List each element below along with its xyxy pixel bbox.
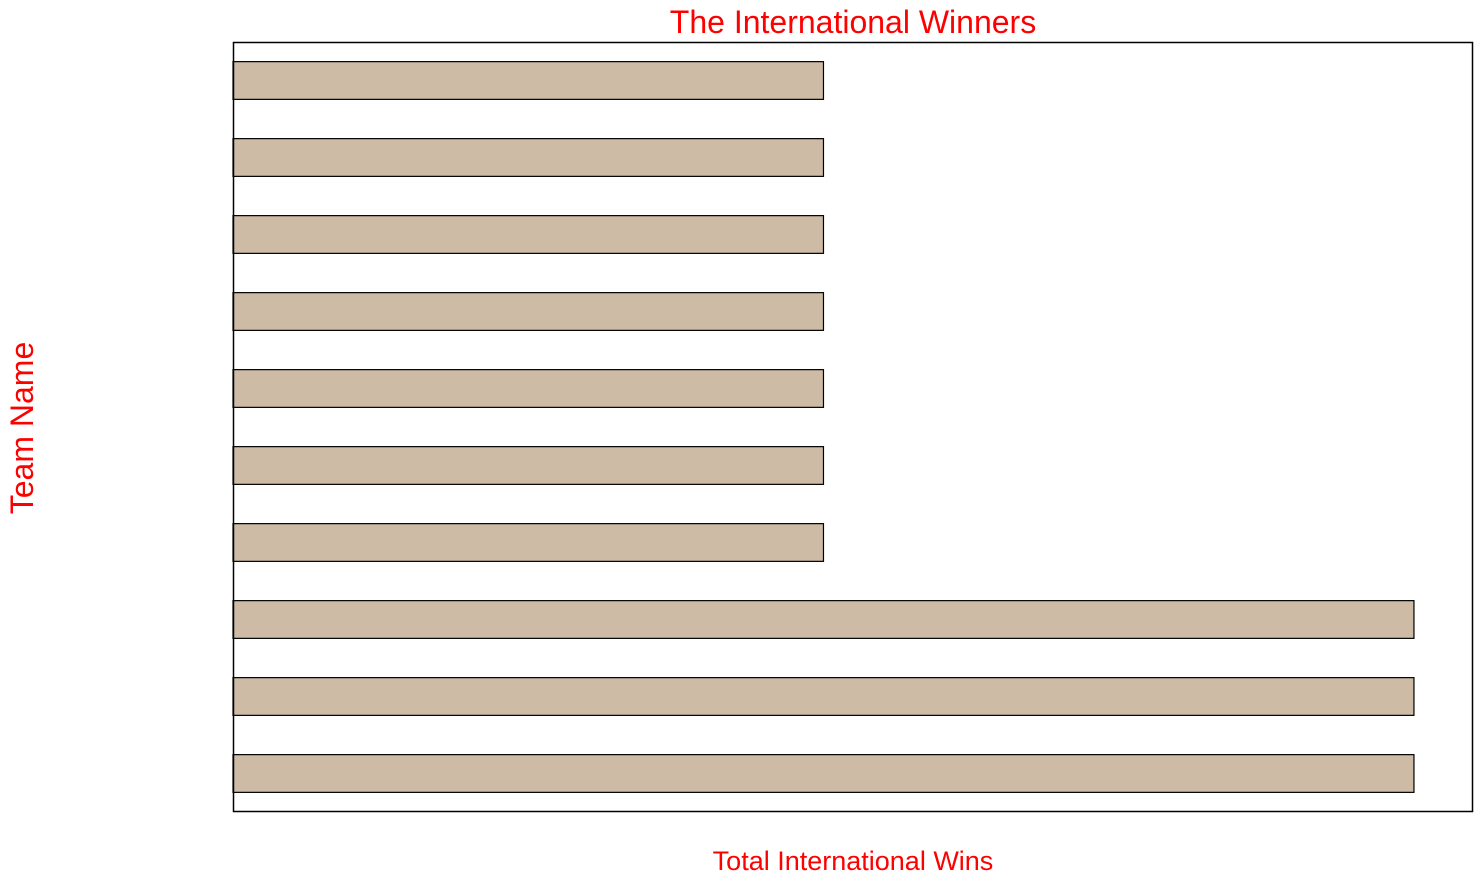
bar-10 — [232, 754, 1415, 793]
bar-2 — [232, 138, 825, 177]
bar-8 — [232, 600, 1415, 639]
y-axis-label: Team Name — [4, 341, 40, 515]
bar-3 — [232, 215, 825, 254]
bar-9 — [232, 677, 1415, 716]
x-axis-label: Total International Wins — [712, 846, 994, 876]
bars-group — [232, 61, 1415, 793]
plot-frame — [232, 41, 1474, 813]
chart-title: The International Winners — [669, 4, 1037, 40]
bar-5 — [232, 369, 825, 408]
bar-7 — [232, 523, 825, 562]
bar-1 — [232, 61, 825, 100]
bar-4 — [232, 292, 825, 331]
bar-6 — [232, 446, 825, 485]
